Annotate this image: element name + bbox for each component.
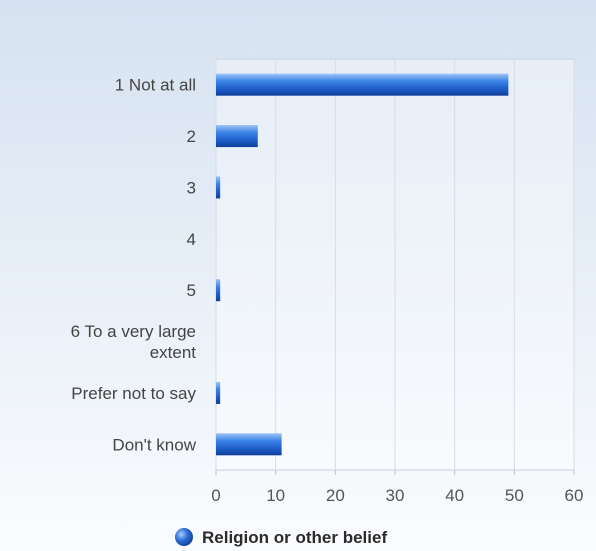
bar bbox=[216, 73, 509, 96]
category-label: 2 bbox=[187, 127, 196, 146]
category-label: 5 bbox=[187, 281, 196, 300]
legend-label: Religion or other belief bbox=[202, 528, 387, 547]
legend-swatch bbox=[175, 528, 193, 546]
bar bbox=[216, 433, 282, 456]
bar bbox=[216, 279, 221, 302]
x-tick-label: 60 bbox=[565, 486, 584, 505]
x-tick-label: 20 bbox=[326, 486, 345, 505]
bar bbox=[216, 176, 221, 199]
category-label: Prefer not to say bbox=[71, 384, 196, 403]
category-label: 3 bbox=[187, 178, 196, 197]
x-tick-label: 10 bbox=[266, 486, 285, 505]
category-label: Don't know bbox=[112, 435, 196, 454]
category-label: 1 Not at all bbox=[115, 76, 196, 95]
legend: Religion or other belief bbox=[175, 528, 387, 547]
category-label: 6 To a very large bbox=[71, 322, 196, 341]
x-tick-label: 30 bbox=[386, 486, 405, 505]
category-label: 4 bbox=[187, 230, 196, 249]
bar bbox=[216, 125, 258, 148]
bars bbox=[216, 73, 509, 456]
x-tick-label: 50 bbox=[505, 486, 524, 505]
x-tick-label: 0 bbox=[211, 486, 220, 505]
category-label: extent bbox=[150, 343, 197, 362]
x-tick-labels: 0 10 20 30 40 50 60 bbox=[211, 486, 583, 505]
category-labels: 1 Not at all 2 3 4 5 6 To a very large extent P… bbox=[71, 76, 197, 455]
x-tick-label: 40 bbox=[445, 486, 464, 505]
bar bbox=[216, 381, 221, 404]
